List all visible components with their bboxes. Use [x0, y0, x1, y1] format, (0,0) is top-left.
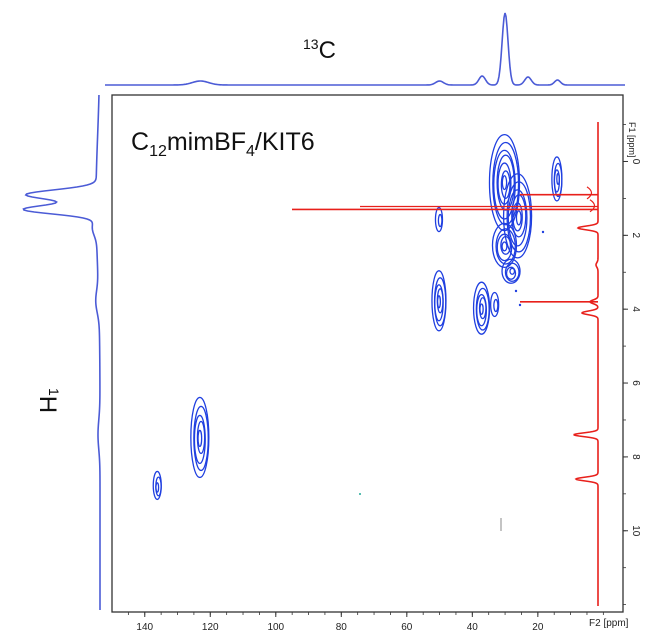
- y-tick-label: 10: [630, 525, 641, 537]
- sample-label-tail: /KIT6: [255, 128, 315, 156]
- contour-ring: [501, 241, 508, 252]
- x-tick-label: 140: [136, 622, 153, 633]
- contour-dot: [541, 230, 545, 234]
- y-tick-label: 8: [630, 454, 641, 460]
- sample-label-main: C: [131, 128, 149, 156]
- sample-label-mid: mimBF: [167, 128, 246, 156]
- sample-label: C12mimBF4/KIT6: [131, 128, 315, 160]
- x-axis-label: F2 [ppm]: [589, 618, 629, 629]
- contour-ring: [493, 298, 499, 313]
- proton-1d-trace: [573, 122, 599, 606]
- contour-ring: [504, 262, 520, 282]
- proton-trace-layer: [292, 122, 599, 606]
- contour-ring: [492, 141, 520, 226]
- contour-ring: [515, 210, 522, 226]
- contour-ring: [155, 482, 160, 493]
- contour-ring: [500, 170, 511, 199]
- contour-ring: [502, 173, 533, 259]
- trace-bump: [589, 199, 596, 213]
- contour-ring: [512, 202, 523, 232]
- carbon-label-base: C: [319, 37, 336, 64]
- proton-projection-label: 1H: [34, 388, 62, 413]
- x-tick-label: 80: [336, 622, 348, 633]
- contour-ring: [496, 233, 513, 262]
- contour-ring: [437, 213, 443, 228]
- contour-ring: [501, 175, 508, 191]
- contour-ring: [479, 303, 484, 316]
- x-tick-label: 20: [532, 622, 544, 633]
- carbon-projection-trace: [105, 12, 625, 86]
- proton-label-base: H: [34, 396, 61, 413]
- contour-dot: [514, 289, 518, 293]
- contour-ring: [493, 149, 516, 220]
- contour-dot: [510, 266, 514, 270]
- x-tick-label: 120: [202, 622, 219, 633]
- plot-frame: [111, 94, 624, 613]
- x-axis-ticks: 140 120 100 80 60 40 20: [127, 612, 604, 633]
- noise-dot: [359, 493, 361, 495]
- contour-ring: [495, 228, 516, 265]
- carbon-projection-label: 13C: [303, 36, 336, 64]
- y-axis-ticks: 0 2 4 6 8 10: [623, 124, 641, 606]
- proton-projection-trace: [22, 94, 101, 610]
- cross-peak-contours: [152, 133, 563, 501]
- contour-ring: [436, 295, 442, 309]
- contour-dot: [518, 303, 522, 307]
- contour-ring: [197, 429, 203, 448]
- contour-ring: [506, 181, 532, 253]
- carbon-label-sup: 13: [303, 36, 319, 52]
- y-axis-label: F1 [ppm]: [627, 122, 637, 158]
- proton-label-sup: 1: [46, 388, 62, 396]
- x-tick-label: 60: [401, 622, 413, 633]
- sample-label-sub1: 12: [149, 143, 167, 160]
- x-tick-label: 100: [267, 622, 284, 633]
- contour-ring: [489, 291, 500, 318]
- y-tick-label: 4: [630, 306, 641, 312]
- contour-ring: [505, 266, 517, 280]
- x-tick-label: 40: [467, 622, 479, 633]
- y-tick-label: 2: [630, 233, 641, 239]
- y-tick-label: 0: [630, 159, 641, 165]
- trace-bump: [586, 186, 593, 200]
- contour-ring: [501, 258, 521, 284]
- contour-ring: [556, 172, 560, 186]
- contour-ring: [491, 222, 518, 269]
- y-tick-label: 6: [630, 380, 641, 386]
- sample-label-sub2: 4: [246, 143, 255, 160]
- contour-ring: [507, 189, 528, 247]
- contour-ring: [511, 194, 527, 238]
- contour-ring: [500, 235, 512, 255]
